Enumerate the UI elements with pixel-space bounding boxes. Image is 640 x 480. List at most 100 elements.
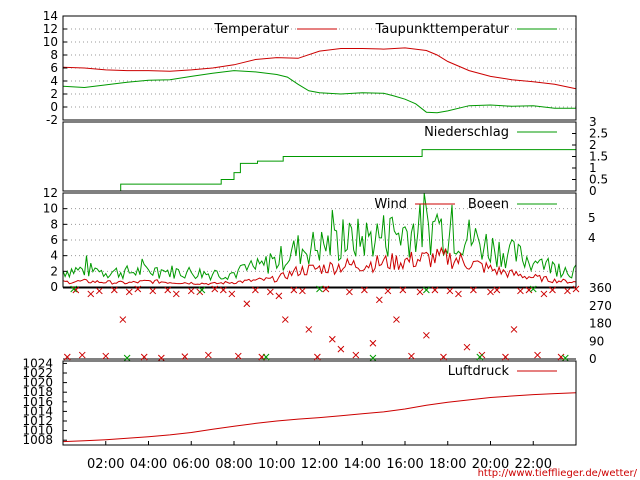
wind-ytick-label: 10 bbox=[43, 202, 58, 216]
pressure-ytick-label: 1018 bbox=[22, 385, 53, 399]
footer-url: http://www.tiefflieger.de/wetter/ bbox=[478, 468, 638, 479]
direction-marker bbox=[63, 353, 71, 361]
direction-marker bbox=[352, 351, 360, 359]
temperature-ytick-label: 8 bbox=[50, 48, 58, 62]
direction-marker bbox=[375, 296, 383, 304]
direction-marker bbox=[123, 354, 131, 362]
direction-marker bbox=[211, 285, 219, 293]
direction-right-label: 90 bbox=[589, 334, 604, 348]
direction-marker bbox=[172, 290, 180, 298]
direction-marker bbox=[281, 316, 289, 323]
direction-marker bbox=[529, 285, 537, 293]
precipitation-ytick-label: 0 bbox=[589, 184, 597, 198]
direction-marker bbox=[549, 286, 556, 294]
direction-marker bbox=[470, 286, 477, 294]
temperature-ytick-label: 0 bbox=[50, 100, 58, 114]
direction-marker bbox=[119, 316, 127, 323]
direction-marker bbox=[125, 288, 133, 296]
direction-marker bbox=[110, 286, 118, 294]
time-tick-label: 20:00 bbox=[472, 457, 509, 472]
time-tick-label: 14:00 bbox=[344, 457, 381, 472]
direction-right-label: 360 bbox=[589, 281, 612, 295]
direction-marker bbox=[78, 351, 86, 359]
direction-marker bbox=[534, 351, 541, 359]
wind-right-label: 4 bbox=[588, 231, 596, 245]
temperature-frame bbox=[62, 15, 577, 121]
direction-marker bbox=[314, 353, 321, 361]
direction-marker bbox=[564, 287, 571, 295]
direction-marker bbox=[290, 286, 298, 294]
direction-marker bbox=[423, 286, 430, 294]
time-axis: 02:00 04:00 06:00 08:00 10:00 12:00 14:00 16:00… bbox=[87, 441, 552, 472]
pressure-ytick-label: 1022 bbox=[22, 366, 53, 380]
temperature-ytick-label: 12 bbox=[43, 22, 58, 36]
pressure-line-0 bbox=[62, 392, 577, 443]
direction-marker bbox=[316, 285, 323, 293]
direction-marker bbox=[361, 286, 368, 294]
direction-marker bbox=[181, 353, 189, 360]
direction-marker bbox=[328, 335, 336, 343]
direction-marker bbox=[346, 288, 353, 296]
wind-ytick-label: 6 bbox=[50, 233, 58, 247]
precipitation-line-0 bbox=[63, 149, 576, 192]
temperature-line-1 bbox=[62, 70, 576, 114]
pressure-ytick-label: 1012 bbox=[22, 414, 53, 428]
direction-right-label: 0 bbox=[589, 352, 597, 366]
pressure-legend-label-0: Luftdruck bbox=[448, 364, 510, 379]
pressure-ytick-label: 1024 bbox=[22, 356, 53, 370]
direction-marker bbox=[164, 286, 172, 294]
time-tick-label: 18:00 bbox=[429, 457, 466, 472]
direction-marker bbox=[337, 345, 345, 353]
direction-marker bbox=[416, 288, 424, 296]
direction-marker bbox=[187, 287, 195, 295]
time-tick-label: 02:00 bbox=[87, 457, 124, 472]
precipitation-panel: 32.521.510.50 Niederschlag bbox=[62, 115, 608, 198]
pressure-ytick-label: 1016 bbox=[22, 395, 53, 409]
direction-marker bbox=[540, 290, 548, 298]
direction-marker bbox=[525, 286, 533, 294]
temperature-ytick-label: 14 bbox=[43, 9, 58, 23]
direction-marker bbox=[557, 353, 565, 361]
direction-marker bbox=[134, 285, 142, 293]
direction-marker bbox=[149, 287, 157, 295]
temperature-legend-label-0: Temperatur bbox=[213, 22, 289, 37]
direction-marker bbox=[204, 351, 212, 359]
direction-marker bbox=[408, 352, 415, 360]
temperature-ytick-label: 2 bbox=[50, 87, 58, 101]
wind-direction-panel: 360 270 180 90 0 bbox=[63, 281, 612, 366]
direction-marker bbox=[305, 326, 313, 333]
wind-line-0 bbox=[62, 246, 577, 286]
wind-ytick-label: 12 bbox=[43, 186, 58, 200]
direction-marker bbox=[234, 352, 242, 360]
direction-marker bbox=[275, 292, 283, 300]
wind-ytick-label: 8 bbox=[50, 217, 58, 231]
direction-marker bbox=[102, 352, 110, 360]
direction-right-label: 270 bbox=[589, 299, 612, 313]
direction-marker bbox=[384, 287, 392, 295]
precipitation-ytick-label: 1.5 bbox=[589, 150, 608, 164]
direction-marker bbox=[266, 288, 274, 296]
direction-marker bbox=[393, 316, 400, 323]
wind-right-label: 5 bbox=[588, 211, 596, 225]
wind-ytick-label: 4 bbox=[50, 249, 58, 263]
direction-marker bbox=[440, 353, 447, 361]
wind-frame bbox=[62, 192, 577, 288]
temperature-ytick-label: 6 bbox=[50, 61, 58, 75]
pressure-ytick-label: 1014 bbox=[22, 404, 53, 418]
direction-marker bbox=[95, 287, 103, 295]
precipitation-ytick-label: 1 bbox=[589, 161, 597, 175]
direction-marker bbox=[299, 287, 306, 295]
direction-marker bbox=[252, 286, 259, 294]
precipitation-frame bbox=[62, 121, 577, 192]
time-tick-label: 06:00 bbox=[173, 457, 210, 472]
direction-marker bbox=[87, 290, 95, 298]
direction-marker bbox=[423, 331, 430, 339]
direction-marker bbox=[502, 353, 509, 361]
direction-marker bbox=[572, 285, 580, 293]
wind-ytick-label: 0 bbox=[50, 280, 58, 294]
temperature-ytick-label: 4 bbox=[50, 74, 58, 88]
precipitation-legend-label-0: Niederschlag bbox=[424, 125, 509, 140]
